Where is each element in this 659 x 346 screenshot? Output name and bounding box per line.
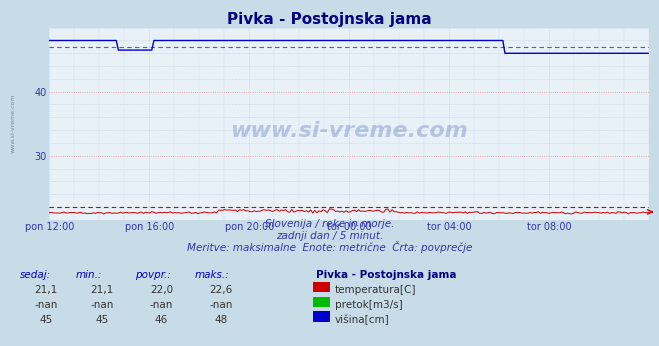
- Text: pretok[m3/s]: pretok[m3/s]: [335, 300, 403, 310]
- Text: min.:: min.:: [76, 270, 102, 280]
- Text: 21,1: 21,1: [34, 285, 58, 295]
- Text: sedaj:: sedaj:: [20, 270, 51, 280]
- Text: maks.:: maks.:: [194, 270, 229, 280]
- Text: 45: 45: [40, 315, 53, 325]
- Text: 48: 48: [214, 315, 227, 325]
- Text: www.si-vreme.com: www.si-vreme.com: [231, 121, 468, 142]
- Text: Pivka - Postojnska jama: Pivka - Postojnska jama: [227, 12, 432, 27]
- Text: 22,0: 22,0: [150, 285, 173, 295]
- Text: -nan: -nan: [34, 300, 58, 310]
- Text: -nan: -nan: [209, 300, 233, 310]
- Text: Meritve: maksimalne  Enote: metrične  Črta: povprečje: Meritve: maksimalne Enote: metrične Črta…: [186, 241, 473, 253]
- Text: -nan: -nan: [90, 300, 114, 310]
- Text: Pivka - Postojnska jama: Pivka - Postojnska jama: [316, 270, 457, 280]
- Text: temperatura[C]: temperatura[C]: [335, 285, 416, 295]
- Text: Slovenija / reke in morje.: Slovenija / reke in morje.: [265, 219, 394, 229]
- Text: višina[cm]: višina[cm]: [335, 315, 389, 325]
- Text: 22,6: 22,6: [209, 285, 233, 295]
- Text: www.si-vreme.com: www.si-vreme.com: [11, 94, 16, 153]
- Text: -nan: -nan: [150, 300, 173, 310]
- Text: 21,1: 21,1: [90, 285, 114, 295]
- Text: 45: 45: [96, 315, 109, 325]
- Text: 46: 46: [155, 315, 168, 325]
- Text: povpr.:: povpr.:: [135, 270, 171, 280]
- Text: zadnji dan / 5 minut.: zadnji dan / 5 minut.: [276, 231, 383, 241]
